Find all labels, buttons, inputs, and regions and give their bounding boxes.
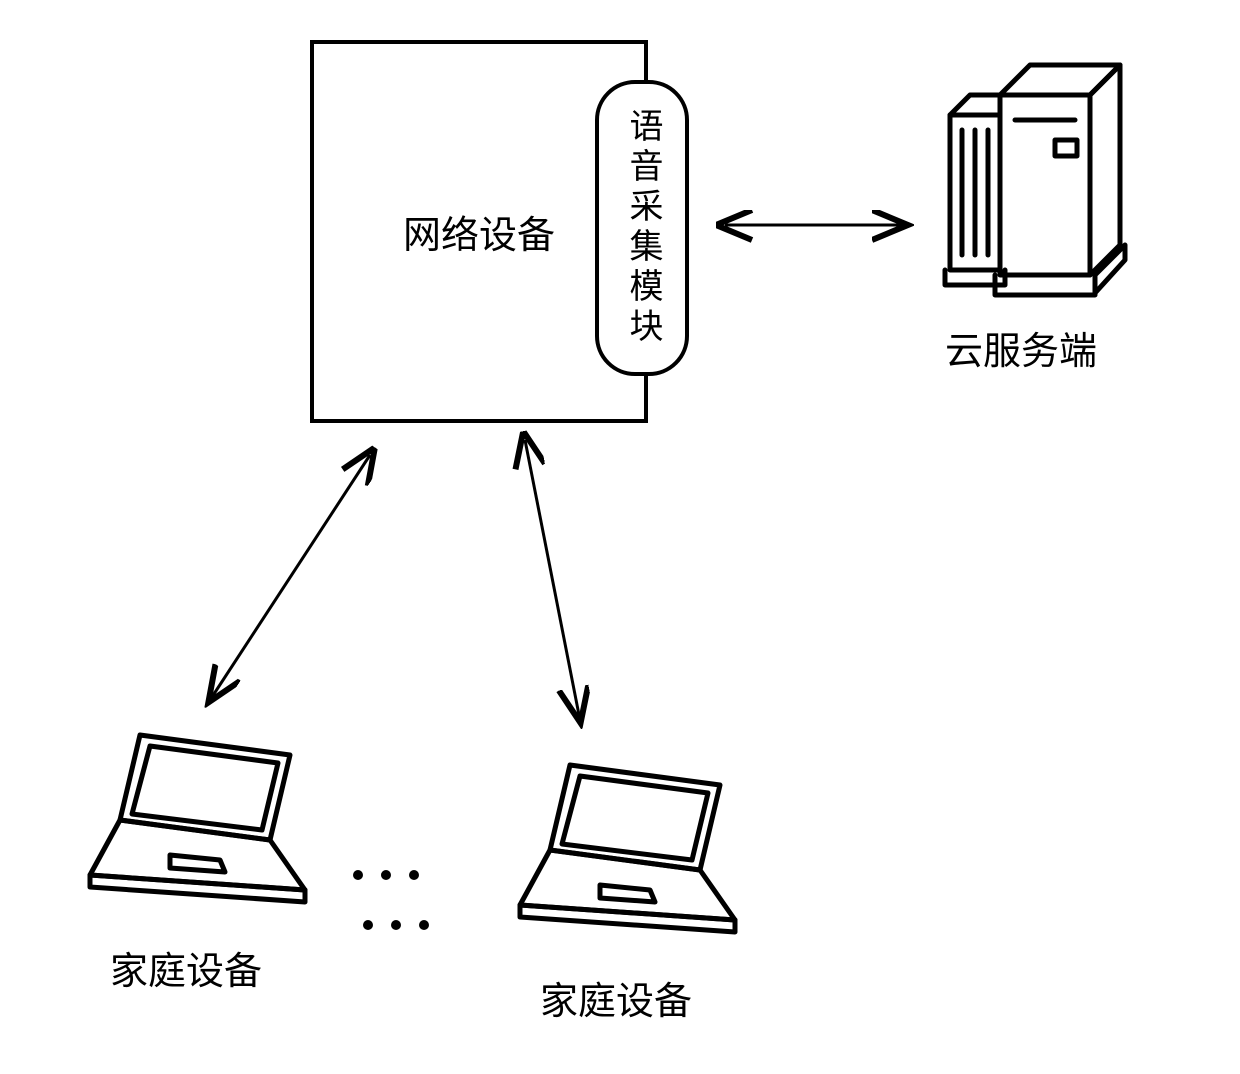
laptop-icon (500, 750, 750, 950)
ellipsis-row (363, 920, 429, 930)
home-device-label-2: 家庭设备 (540, 970, 692, 1025)
diagram-canvas: 网络设备 语音采集模块 (0, 0, 1240, 1074)
arrow-net-laptop2 (525, 440, 580, 720)
ellipsis-row (353, 870, 419, 880)
voice-module-capsule: 语音采集模块 (595, 80, 689, 376)
cloud-server-label: 云服务端 (945, 320, 1097, 375)
voice-module-label: 语音采集模块 (625, 108, 659, 348)
network-device-label: 网络设备 (403, 204, 555, 259)
arrow-net-laptop1 (210, 455, 370, 700)
home-device-label-1: 家庭设备 (110, 940, 262, 995)
laptop-icon (70, 720, 320, 920)
server-icon (920, 45, 1150, 310)
